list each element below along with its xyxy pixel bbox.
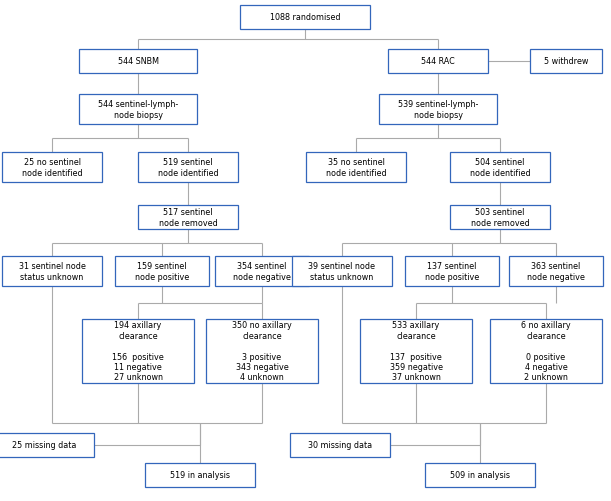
Text: 6 no axillary
clearance

0 positive
4 negative
2 unknown: 6 no axillary clearance 0 positive 4 neg… <box>521 321 571 382</box>
Text: 533 axillary
clearance

137  positive
359 negative
37 unknown: 533 axillary clearance 137 positive 359 … <box>389 321 442 382</box>
FancyBboxPatch shape <box>306 153 406 183</box>
FancyBboxPatch shape <box>82 319 194 383</box>
FancyBboxPatch shape <box>215 257 309 287</box>
Text: 509 in analysis: 509 in analysis <box>450 470 510 479</box>
Text: 539 sentinel-lymph-
node biopsy: 539 sentinel-lymph- node biopsy <box>398 100 478 119</box>
Text: 137 sentinel
node positive: 137 sentinel node positive <box>425 262 479 281</box>
FancyBboxPatch shape <box>450 205 550 229</box>
Text: 519 in analysis: 519 in analysis <box>170 470 230 479</box>
FancyBboxPatch shape <box>425 463 535 487</box>
FancyBboxPatch shape <box>450 153 550 183</box>
FancyBboxPatch shape <box>0 433 94 457</box>
Text: 544 sentinel-lymph-
node biopsy: 544 sentinel-lymph- node biopsy <box>98 100 178 119</box>
Text: 5 withdrew: 5 withdrew <box>544 58 588 66</box>
FancyBboxPatch shape <box>2 257 102 287</box>
Text: 354 sentinel
node negative: 354 sentinel node negative <box>233 262 291 281</box>
FancyBboxPatch shape <box>79 50 197 74</box>
FancyBboxPatch shape <box>530 50 602 74</box>
FancyBboxPatch shape <box>79 95 197 125</box>
Text: 35 no sentinel
node identified: 35 no sentinel node identified <box>326 158 386 177</box>
FancyBboxPatch shape <box>2 153 102 183</box>
Text: 1088 randomised: 1088 randomised <box>269 14 340 23</box>
FancyBboxPatch shape <box>145 463 255 487</box>
Text: 544 RAC: 544 RAC <box>421 58 455 66</box>
Text: 363 sentinel
node negative: 363 sentinel node negative <box>527 262 585 281</box>
FancyBboxPatch shape <box>509 257 603 287</box>
FancyBboxPatch shape <box>490 319 602 383</box>
FancyBboxPatch shape <box>290 433 390 457</box>
FancyBboxPatch shape <box>115 257 209 287</box>
Text: 504 sentinel
node identified: 504 sentinel node identified <box>470 158 530 177</box>
Text: 519 sentinel
node identified: 519 sentinel node identified <box>158 158 218 177</box>
FancyBboxPatch shape <box>138 153 238 183</box>
FancyBboxPatch shape <box>360 319 472 383</box>
Text: 350 no axillary
clearance

3 positive
343 negative
4 unknown: 350 no axillary clearance 3 positive 343… <box>232 321 292 382</box>
Text: 503 sentinel
node removed: 503 sentinel node removed <box>470 208 529 227</box>
Text: 544 SNBM: 544 SNBM <box>117 58 158 66</box>
Text: 194 axillary
clearance

156  positive
11 negative
27 unknown: 194 axillary clearance 156 positive 11 n… <box>112 321 164 382</box>
FancyBboxPatch shape <box>138 205 238 229</box>
FancyBboxPatch shape <box>240 6 370 30</box>
Text: 30 missing data: 30 missing data <box>308 440 372 449</box>
Text: 159 sentinel
node positive: 159 sentinel node positive <box>135 262 189 281</box>
FancyBboxPatch shape <box>379 95 497 125</box>
FancyBboxPatch shape <box>206 319 318 383</box>
Text: 25 missing data: 25 missing data <box>12 440 76 449</box>
FancyBboxPatch shape <box>388 50 488 74</box>
Text: 39 sentinel node
status unknown: 39 sentinel node status unknown <box>309 262 376 281</box>
FancyBboxPatch shape <box>292 257 392 287</box>
FancyBboxPatch shape <box>405 257 499 287</box>
Text: 517 sentinel
node removed: 517 sentinel node removed <box>159 208 218 227</box>
Text: 25 no sentinel
node identified: 25 no sentinel node identified <box>21 158 82 177</box>
Text: 31 sentinel node
status unknown: 31 sentinel node status unknown <box>18 262 86 281</box>
